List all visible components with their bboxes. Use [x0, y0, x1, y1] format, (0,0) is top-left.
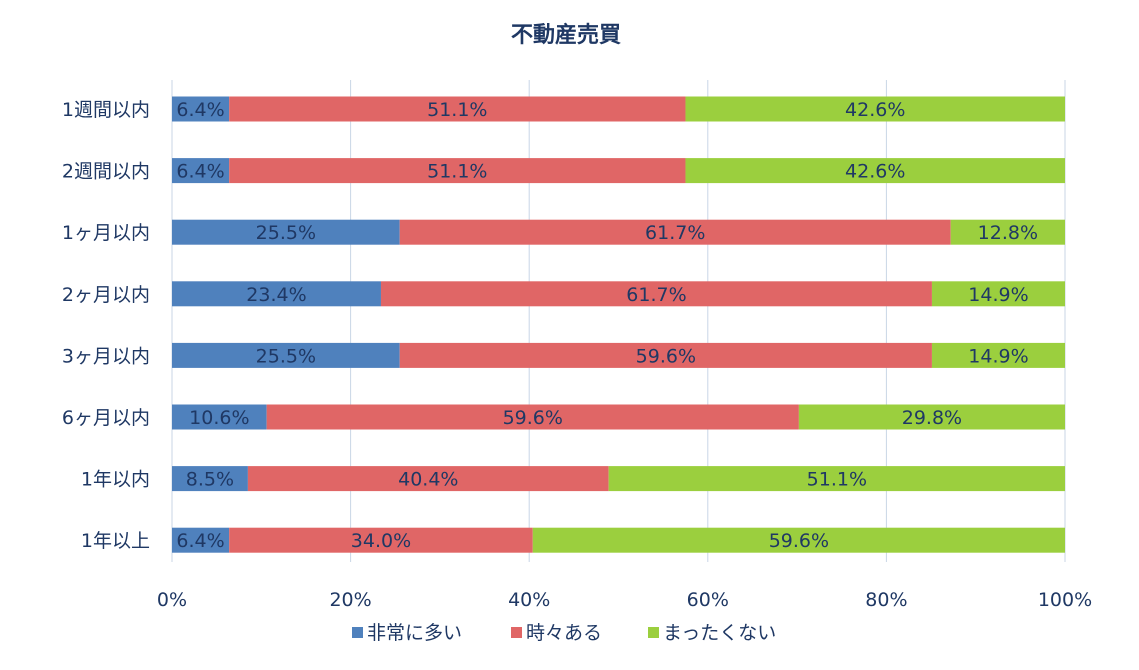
data-label: 59.6%: [503, 407, 563, 429]
data-label: 6.4%: [176, 99, 224, 121]
data-label: 6.4%: [176, 530, 224, 552]
bar-segment-series-1: [172, 158, 230, 184]
bar-segment-series-1: [172, 281, 381, 307]
bar-segment-series-3: [931, 342, 1065, 368]
bar-segment-series-2: [229, 96, 686, 122]
bar-segment-series-3: [608, 466, 1065, 492]
data-label: 14.9%: [968, 284, 1028, 306]
data-label: 25.5%: [256, 222, 316, 244]
legend-swatch: [511, 627, 522, 638]
bar-segment-series-1: [172, 342, 400, 368]
category-label: 1年以内: [81, 469, 150, 491]
legend-label: 非常に多い: [367, 622, 462, 644]
data-label: 14.9%: [968, 345, 1028, 367]
category-label: 1週間以内: [62, 99, 150, 121]
bar-segment-series-3: [798, 404, 1065, 430]
data-label: 42.6%: [845, 99, 905, 121]
data-label: 61.7%: [626, 284, 686, 306]
bar-segment-series-2: [399, 219, 951, 245]
x-tick-label: 100%: [1038, 589, 1092, 611]
bar-segment-series-1: [172, 96, 230, 122]
data-label: 8.5%: [186, 469, 234, 491]
bar-segment-series-3: [685, 158, 1065, 184]
legend-swatch: [648, 627, 659, 638]
bar-segment-series-2: [247, 466, 609, 492]
x-tick-label: 0%: [157, 589, 187, 611]
legend-label: まったくない: [663, 622, 776, 644]
category-label: 1年以上: [81, 530, 150, 552]
legend-swatch: [352, 627, 363, 638]
data-label: 12.8%: [978, 222, 1038, 244]
data-label: 40.4%: [398, 469, 458, 491]
x-tick-labels-layer: 0% 20% 40% 60% 80% 100%: [157, 589, 1092, 611]
x-tick-label: 60%: [687, 589, 729, 611]
data-label: 51.1%: [427, 99, 487, 121]
bar-segment-series-3: [950, 219, 1065, 245]
category-label: 2ヶ月以内: [62, 284, 150, 306]
data-label: 59.6%: [769, 530, 829, 552]
category-label: 3ヶ月以内: [62, 345, 150, 367]
bar-segment-series-1: [172, 466, 248, 492]
data-label: 6.4%: [176, 161, 224, 183]
chart-title: 不動産売買: [511, 22, 621, 48]
data-label: 25.5%: [256, 345, 316, 367]
bar-segment-series-2: [380, 281, 932, 307]
data-label: 23.4%: [246, 284, 306, 306]
bar-segment-series-1: [172, 404, 267, 430]
category-label: 1ヶ月以内: [62, 222, 150, 244]
bar-segment-series-3: [685, 96, 1065, 122]
bar-segment-series-2: [229, 527, 533, 553]
bar-segment-series-2: [399, 342, 932, 368]
data-label: 42.6%: [845, 161, 905, 183]
x-tick-label: 20%: [329, 589, 371, 611]
data-label: 51.1%: [427, 161, 487, 183]
bar-segment-series-1: [172, 219, 400, 245]
bar-segment-series-3: [532, 527, 1065, 553]
legend-label: 時々ある: [526, 622, 602, 644]
data-label: 29.8%: [902, 407, 962, 429]
bars-layer: [172, 96, 1065, 553]
bar-segment-series-1: [172, 527, 230, 553]
data-label: 61.7%: [645, 222, 705, 244]
category-labels-layer: 1週間以内 2週間以内 1ヶ月以内 2ヶ月以内 3ヶ月以内 6ヶ月以内 1年以内 1年以上: [62, 99, 150, 552]
data-labels-layer: 6.4% 51.1% 42.6% 6.4% 51.1% 42.6% 25.5% 61.7% 12…: [176, 99, 1038, 552]
data-label: 10.6%: [189, 407, 249, 429]
legend: 非常に多い 時々ある まったくない: [352, 622, 776, 644]
bar-segment-series-3: [931, 281, 1065, 307]
bar-segment-series-2: [266, 404, 799, 430]
data-label: 51.1%: [807, 469, 867, 491]
x-tick-label: 40%: [508, 589, 550, 611]
category-label: 6ヶ月以内: [62, 407, 150, 429]
data-label: 34.0%: [351, 530, 411, 552]
x-tick-label: 80%: [865, 589, 907, 611]
data-label: 59.6%: [636, 345, 696, 367]
category-label: 2週間以内: [62, 161, 150, 183]
bar-segment-series-2: [229, 158, 686, 184]
